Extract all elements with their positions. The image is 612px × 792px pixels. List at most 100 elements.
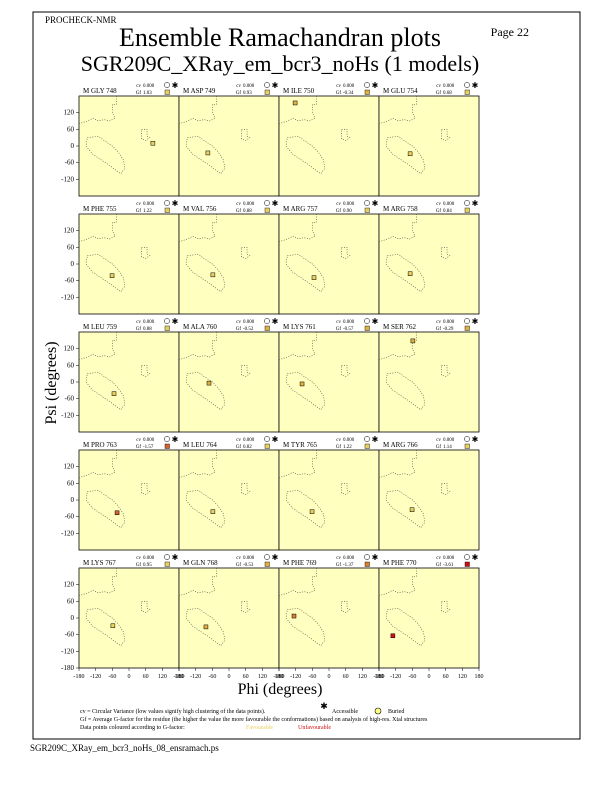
x-tick-label: -180 <box>374 674 385 680</box>
allowed-region-outline <box>241 247 251 259</box>
x-tick-label: 120 <box>458 674 467 680</box>
gf-swatch <box>364 443 370 449</box>
y-tick-label: -60 <box>65 513 75 521</box>
plot-area <box>278 213 380 315</box>
plot-area <box>378 331 480 433</box>
buried-icon <box>374 707 382 715</box>
cv-value: 0.000 <box>443 438 455 443</box>
plot-area <box>78 331 180 433</box>
data-point <box>110 623 116 629</box>
cv-label: cv <box>436 202 441 207</box>
gf-value: 1.03 <box>143 91 152 96</box>
access-icon: ✱ <box>172 199 179 208</box>
cv-label: cv <box>236 320 241 325</box>
x-tick-label: 60 <box>243 674 249 680</box>
cv-icon <box>464 554 470 560</box>
gf-value: -0.29 <box>443 327 454 332</box>
allowed-region-outline <box>178 449 217 479</box>
allowed-region-outline <box>441 129 451 141</box>
cv-icon <box>264 554 270 560</box>
gf-value: 0.90 <box>343 209 352 214</box>
cv-icon <box>464 318 470 324</box>
allowed-region-outline <box>241 601 251 613</box>
cv-value: 0.000 <box>143 84 155 89</box>
allowed-region-outline <box>378 95 417 125</box>
allowed-region-outline <box>241 129 251 141</box>
favourable-label: Favourable <box>246 725 273 731</box>
cv-icon <box>364 436 370 442</box>
y-tick-label: -120 <box>61 175 74 183</box>
residue-label: M TYR 765 <box>283 441 318 449</box>
cv-note: cv = Circular Variance (low values signi… <box>80 708 266 715</box>
gf-value: 1.22 <box>343 445 352 450</box>
residue-label: M LEU 759 <box>83 323 117 331</box>
y-tick-label: 120 <box>64 109 75 117</box>
cv-label: cv <box>236 438 241 443</box>
allowed-region-outline <box>385 135 426 175</box>
y-tick-label: 0 <box>71 142 75 150</box>
page-border <box>32 11 581 740</box>
residue-label: M GLN 768 <box>183 559 218 567</box>
allowed-region-outline <box>278 213 317 243</box>
x-tick-label: 120 <box>158 674 167 680</box>
title: Ensemble Ramachandran plots <box>119 23 441 52</box>
gf-swatch <box>364 325 370 331</box>
gf-value: -0.57 <box>343 327 354 332</box>
cv-icon <box>464 436 470 442</box>
cv-label: cv <box>136 320 141 325</box>
access-icon: ✱ <box>472 317 479 326</box>
access-icon: ✱ <box>172 553 179 562</box>
cv-value: 0.000 <box>243 202 255 207</box>
access-icon: ✱ <box>472 81 479 90</box>
gf-swatch <box>164 207 170 213</box>
x-tick-label: 180 <box>175 674 184 680</box>
y-tick-label: 60 <box>67 243 75 251</box>
cv-label: cv <box>436 84 441 89</box>
data-point <box>109 273 115 278</box>
gf-swatch <box>464 89 470 95</box>
data-point <box>205 150 211 156</box>
gf-swatch <box>264 207 270 213</box>
residue-label: M GLU 754 <box>383 87 418 95</box>
y-tick-label: 120 <box>64 581 75 589</box>
cv-label: cv <box>336 438 341 443</box>
access-icon: ✱ <box>372 199 379 208</box>
x-tick-label: 0 <box>428 674 431 680</box>
residue-label: M PHE 769 <box>283 559 317 567</box>
cv-icon <box>164 554 170 560</box>
gf-swatch <box>364 89 370 95</box>
gf-value: 1.14 <box>443 445 452 450</box>
y-tick-label: 0 <box>71 260 75 268</box>
access-icon: ✱ <box>372 81 379 90</box>
data-point <box>407 271 413 276</box>
cv-label: cv <box>136 438 141 443</box>
y-tick-label: -120 <box>61 411 74 419</box>
data-point <box>410 338 416 344</box>
gf-swatch <box>264 89 270 95</box>
x-tick-label: 180 <box>275 674 284 680</box>
gf-label: Gf <box>136 91 142 96</box>
residue-label: M ARG 766 <box>383 441 418 449</box>
cv-icon <box>264 200 270 206</box>
data-point <box>150 140 156 146</box>
gf-swatch <box>164 443 170 449</box>
allowed-region-outline <box>285 135 326 175</box>
subtitle: SGR209C_XRay_em_bcr3_noHs (1 models) <box>81 51 479 76</box>
y-tick-label: -120 <box>61 293 74 301</box>
gf-label: Gf <box>336 209 342 214</box>
y-tick-label: -120 <box>61 529 74 537</box>
allowed-region-outline <box>85 253 126 293</box>
gf-label: Gf <box>136 209 142 214</box>
plot-area <box>78 213 180 315</box>
allowed-region-outline <box>441 483 451 495</box>
plot-area <box>78 567 180 669</box>
cv-icon <box>264 318 270 324</box>
allowed-region-outline <box>141 365 151 377</box>
allowed-region-outline <box>85 371 126 411</box>
y-tick-label: -60 <box>65 277 75 285</box>
cv-label: cv <box>336 202 341 207</box>
gf-value: 1.22 <box>143 209 152 214</box>
allowed-region-outline <box>341 247 351 259</box>
allowed-region-outline <box>78 95 117 125</box>
